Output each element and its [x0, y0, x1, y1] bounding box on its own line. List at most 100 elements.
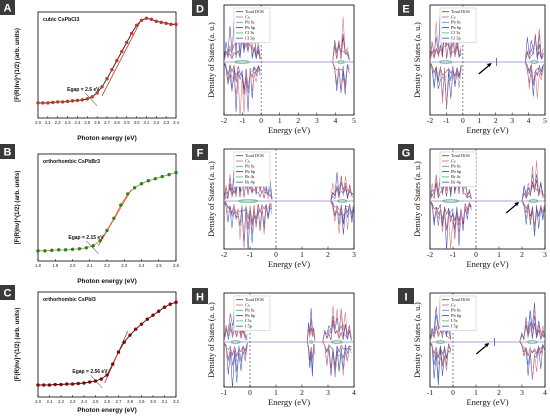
data-point [111, 362, 115, 366]
x-tick-label: 0 [248, 388, 252, 397]
data-point [151, 313, 155, 317]
data-point [98, 238, 102, 243]
dos-trace-upper [322, 305, 352, 343]
dos-trace-lower [430, 200, 472, 249]
dos-trace-lower [519, 341, 545, 365]
gap-annotation: Egap = 2.6 eV [67, 87, 100, 93]
x-tick-label: 2.1 [87, 263, 93, 268]
dos-partial-blob [528, 199, 539, 203]
dos-plot-d: -2 -1 0 1 2 3 4 5 Energy (eV) Density of States (… [207, 4, 356, 135]
x-axis-label: Energy (eV) [466, 259, 508, 269]
x-tick-label: 2.0 [70, 263, 76, 268]
x-axis-label: Photon energy (eV) [77, 278, 137, 285]
dos-trace-upper [224, 170, 273, 202]
data-point [154, 19, 158, 24]
dos-partial-blob [337, 199, 348, 203]
legend-box [233, 295, 271, 331]
x-tick-label: 2.1 [47, 399, 53, 404]
panel-label-a: A [0, 0, 15, 15]
legend-entry: Cl 3s [245, 30, 254, 35]
panel-title: orthorhombic CsPbBr3 [43, 159, 100, 165]
legend-entry: Br 4p [245, 180, 256, 185]
x-tick-label: 3.1 [144, 120, 150, 125]
dos-partial-blob [438, 60, 453, 64]
x-axis-label: Energy (eV) [268, 397, 310, 407]
data-point [100, 85, 104, 89]
dos-trace-upper [332, 16, 350, 63]
data-point [125, 40, 129, 45]
legend-entry: Pb 6p [245, 169, 256, 174]
data-point [70, 99, 75, 103]
legend-entry: I 5p [245, 324, 253, 329]
dos-trace-upper [519, 309, 545, 343]
x-tick-label: 2.4 [139, 263, 145, 268]
x-tick-label: 3.0 [150, 399, 156, 404]
dos-curves [430, 149, 545, 249]
dos-trace-lower [330, 200, 354, 235]
dos-trace-lower [521, 200, 545, 235]
legend-entry: Cs [451, 158, 456, 163]
data-point [139, 182, 144, 186]
legend-entry: Pb 6s [451, 164, 461, 169]
dos-trace-lower [519, 341, 545, 380]
dos-partial-blob [309, 340, 314, 344]
x-tick-label: 2.4 [81, 399, 87, 404]
dos-trace-upper [430, 8, 462, 63]
data-point [119, 203, 123, 207]
data-point [122, 340, 126, 344]
data-point [75, 98, 80, 103]
x-tick-label: 2.5 [84, 120, 90, 125]
y-axis-label: [F(R)hν]^(1/2) (arb. units) [14, 171, 21, 245]
x-tick-label: 2.6 [94, 120, 100, 125]
x-axis-label: Energy (eV) [268, 125, 310, 135]
x-tick-label: 2 [520, 250, 524, 259]
data-point [126, 192, 130, 196]
legend-box [233, 7, 271, 43]
dos-trace-upper [430, 327, 451, 343]
data-point [159, 20, 163, 25]
data-point [164, 21, 168, 26]
legend-entry: Cl 3p [245, 36, 255, 41]
dos-trace-upper [322, 309, 352, 343]
x-tick-label: 2.6 [104, 399, 110, 404]
dos-partial-blob [530, 60, 539, 64]
dos-plot-h: -1 0 1 2 3 4 Energy (eV) Density of States (a. … [207, 292, 356, 407]
gap-annotation: Egap = 2.15 eV [68, 235, 104, 241]
data-point [139, 18, 144, 23]
x-tick-label: 2.2 [104, 263, 110, 268]
data-point [120, 49, 124, 54]
legend-entry: Total DOS [451, 9, 470, 14]
data-point [139, 322, 144, 326]
legend-entry: I 5p [451, 324, 459, 329]
legend-entry: Total DOS [451, 153, 470, 158]
legend-box [233, 151, 271, 187]
legend-entry: Pb 6s [245, 20, 255, 25]
x-tick-label: 2.0 [35, 399, 41, 404]
dos-partial-blob [234, 60, 250, 64]
x-tick-label: -1 [450, 250, 456, 259]
legend-entry: Br 4s [451, 174, 461, 179]
panel-label-g: G [398, 144, 414, 160]
dos-trace-upper [525, 28, 544, 63]
dos-trace-lower [224, 200, 273, 248]
x-tick-label: 2 [296, 116, 300, 125]
data-point [167, 172, 171, 177]
x-axis-label: Energy (eV) [268, 259, 310, 269]
data-point [82, 381, 86, 385]
x-tick-label: 2 [497, 388, 501, 397]
data-point [134, 23, 139, 28]
legend-entry: Pb 6p [451, 169, 462, 174]
dos-trace-lower [224, 61, 261, 93]
data-point [149, 17, 154, 22]
x-tick-label: 3.2 [173, 399, 179, 404]
legend-entry: Pb 6p [245, 313, 256, 318]
data-point [134, 327, 138, 331]
data-point [84, 246, 89, 250]
dos-trace-upper [330, 176, 354, 202]
legend-entry: Cs [245, 158, 250, 163]
data-point [85, 97, 89, 101]
panel-letter: B [4, 147, 12, 159]
panel-letter: C [4, 288, 12, 300]
